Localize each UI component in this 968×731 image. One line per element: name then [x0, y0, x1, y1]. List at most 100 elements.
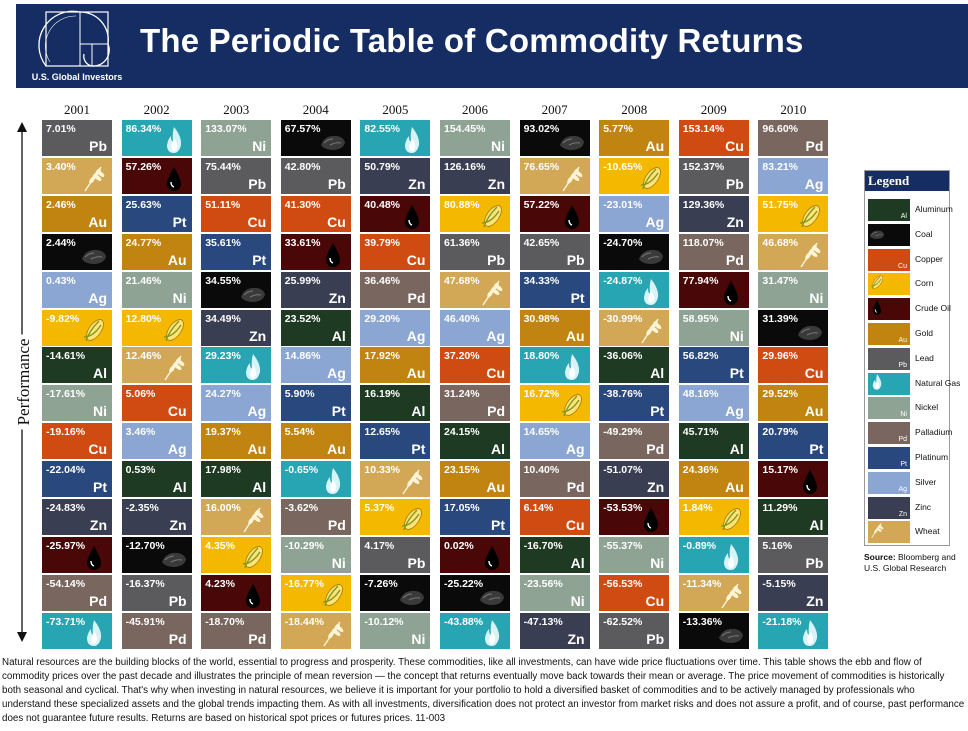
cell-2005-nickel: -10.12% Ni — [360, 612, 431, 649]
cell-value: 118.07% — [682, 236, 724, 249]
cell-value: 42.80% — [284, 160, 321, 173]
cell-symbol: Ni — [411, 630, 426, 647]
cell-2002-copper: 5.06% Cu — [121, 385, 192, 422]
cell-value: 4.23% — [205, 577, 235, 590]
cell-2010-aluminum: 11.29% Al — [758, 499, 829, 535]
cell-symbol: Cu — [406, 251, 426, 268]
cell-symbol: Au — [247, 441, 267, 458]
cell-value: 46.68% — [762, 236, 799, 249]
cell-value: 58.95% — [682, 312, 719, 325]
cell-2003-natural-gas: 29.23% — [201, 347, 272, 384]
oil-drop-icon — [564, 204, 579, 229]
cell-symbol: Cu — [645, 592, 665, 609]
cell-2009-wheat: -11.34% — [678, 574, 749, 611]
cell-value: -36.06% — [603, 350, 643, 363]
cell-value: 56.82% — [682, 350, 719, 363]
coal-icon — [82, 249, 106, 264]
cell-value: 12.46% — [125, 350, 162, 363]
cell-2008-zinc: -51.07% Zn — [599, 461, 670, 498]
cell-2008-coal: -24.70% — [599, 233, 670, 270]
cell-2008-platinum: -38.76% Pt — [599, 385, 670, 422]
source-text: Bloomberg and U.S. Global Research — [864, 552, 956, 573]
cell-2005-platinum: 12.65% Pt — [360, 423, 431, 460]
cell-value: -25.97% — [46, 539, 86, 552]
oil-drop-icon — [803, 470, 818, 495]
cell-value: 17.98% — [205, 464, 241, 477]
cell-2001-zinc: -24.83% Zn — [42, 499, 112, 535]
wheat-icon — [871, 523, 884, 539]
cell-value: 18.80% — [523, 350, 560, 363]
cell-2008-wheat: -30.99% — [599, 309, 670, 346]
cell-value: 37.20% — [444, 350, 480, 363]
corn-icon — [402, 508, 423, 531]
cell-2003-corn: 4.35% — [201, 536, 272, 573]
cell-symbol: Au — [645, 138, 665, 154]
legend-label: Platinum — [915, 452, 949, 462]
cell-2009-corn: 1.84% — [678, 499, 749, 535]
cell-value: -10.29% — [284, 539, 324, 552]
flame-icon — [166, 127, 181, 153]
cell-value: 21.46% — [125, 274, 162, 287]
flame-icon — [723, 543, 738, 570]
cell-2003-copper: 51.11% Cu — [201, 195, 272, 232]
cell-value: 33.61% — [284, 236, 321, 249]
cell-value: 152.37% — [682, 160, 725, 173]
cell-value: 12.65% — [364, 426, 401, 439]
cell-2009-silver: 48.16% Ag — [678, 385, 749, 422]
cell-2004-palladium: -3.62% Pd — [280, 499, 351, 535]
cell-value: -30.99% — [603, 312, 643, 325]
cell-symbol: Zn — [806, 592, 824, 609]
cell-2006-copper: 37.20% Cu — [440, 347, 510, 384]
legend-swatch: Al — [868, 199, 910, 221]
wheat-icon — [84, 166, 105, 192]
cell-value: 6.14% — [523, 502, 554, 514]
flame-icon — [644, 278, 659, 305]
cell-2005-aluminum: 16.19% Al — [360, 385, 431, 422]
cell-value: 4.35% — [205, 539, 235, 552]
cell-2003-wheat: 16.00% — [201, 499, 272, 535]
cell-value: 39.79% — [364, 236, 401, 249]
cell-symbol: Au — [486, 479, 505, 496]
cell-symbol: Pd — [89, 592, 107, 609]
cell-2007-silver: 14.65% Ag — [519, 423, 590, 460]
cell-2004-aluminum: 23.52% Al — [280, 309, 351, 346]
cell-value: 12.80% — [125, 312, 162, 325]
coal-icon — [320, 135, 345, 150]
legend-swatch: Au — [868, 323, 910, 345]
cell-value: -22.04% — [46, 464, 86, 477]
cell-value: -24.87% — [603, 274, 643, 287]
cell-value: 5.54% — [284, 426, 315, 439]
cell-2006-palladium: 31.24% Pd — [440, 385, 510, 422]
cell-value: 11.29% — [762, 502, 798, 514]
cell-value: 2.46% — [46, 198, 76, 211]
cell-symbol: Pb — [407, 554, 426, 571]
page-title: The Periodic Table of Commodity Returns — [140, 22, 804, 59]
cell-2006-wheat: 47.68% — [440, 271, 510, 308]
cell-symbol: Pt — [809, 441, 824, 458]
cell-2005-coal: -7.26% — [360, 574, 431, 611]
cell-symbol: Ag — [565, 441, 585, 458]
cell-symbol: Au — [167, 251, 187, 268]
cell-2001-crude-oil: -25.97% — [42, 536, 112, 573]
cell-value: 93.02% — [523, 123, 560, 135]
cell-2002-palladium: -45.91% Pd — [121, 612, 192, 649]
legend-symbol: Ag — [898, 485, 907, 493]
cell-value: 20.79% — [762, 426, 799, 439]
cell-value: 0.53% — [125, 464, 156, 477]
corn-icon — [870, 275, 883, 290]
cell-2009-lead: 152.37% Pb — [678, 157, 749, 194]
logo-text: U.S. Global Investors — [31, 72, 123, 82]
cell-value: 96.60% — [762, 123, 799, 135]
cell-symbol: Pb — [327, 175, 346, 192]
cell-value: -54.14% — [46, 577, 86, 590]
cell-symbol: Zn — [487, 175, 505, 192]
cell-symbol: Cu — [725, 138, 744, 154]
cell-value: -43.88% — [444, 615, 484, 628]
legend-label: Palladium — [915, 427, 953, 438]
cell-2010-gold: 29.52% Au — [758, 385, 829, 422]
cell-2001-copper: -19.16% Cu — [42, 423, 112, 460]
cell-value: -5.15% — [762, 577, 796, 590]
cell-2010-lead: 5.16% Pb — [758, 536, 829, 573]
cell-2008-corn: -10.65% — [599, 157, 670, 194]
cell-symbol: Ni — [491, 138, 505, 154]
